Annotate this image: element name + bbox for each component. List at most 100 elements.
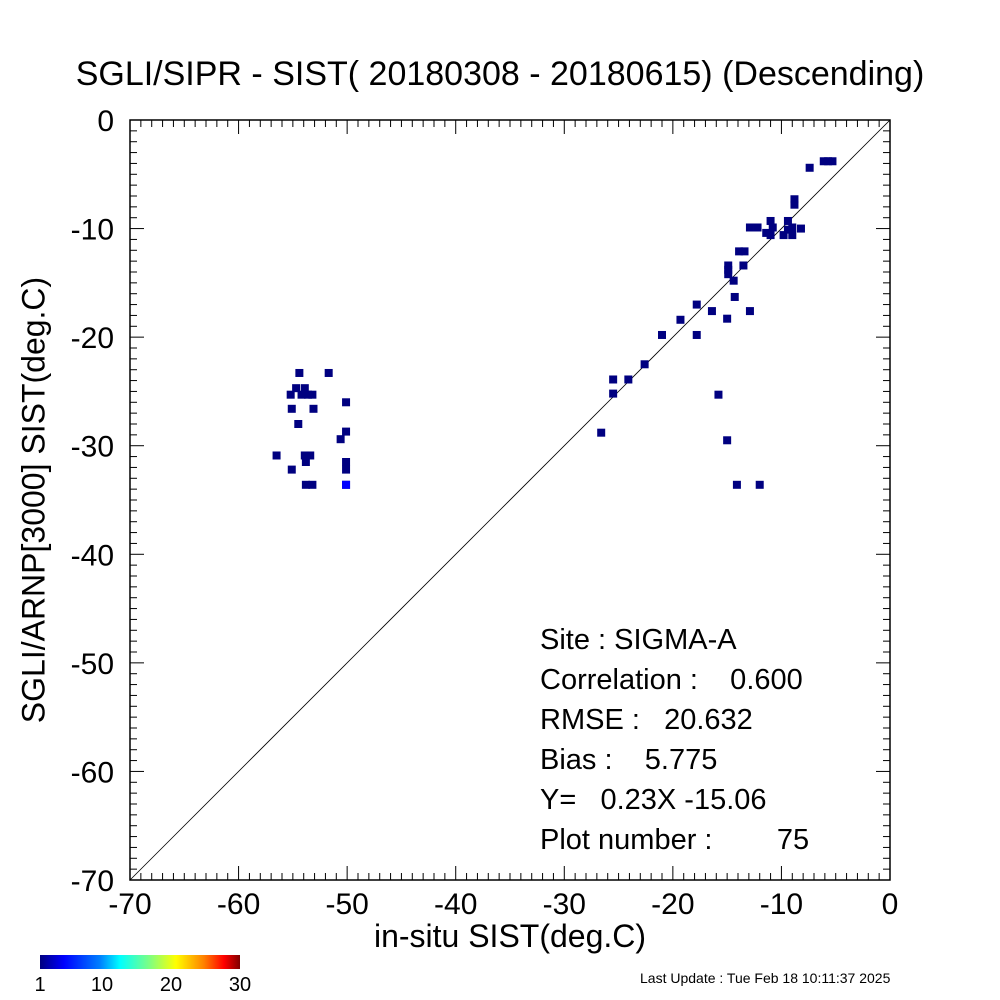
y-axis-label: SGLI/ARNP[3000] SIST(deg.C) bbox=[15, 276, 52, 724]
x-tick-label: -70 bbox=[108, 888, 151, 921]
data-point bbox=[762, 228, 771, 237]
colorbar-tick: 20 bbox=[159, 974, 183, 996]
data-point bbox=[755, 480, 764, 489]
x-tick-label: 0 bbox=[882, 888, 899, 921]
data-point bbox=[745, 223, 754, 232]
data-point bbox=[739, 261, 748, 270]
data-point bbox=[658, 330, 666, 339]
data-point bbox=[729, 276, 738, 285]
data-point bbox=[828, 157, 837, 166]
x-tick-label: -60 bbox=[217, 888, 260, 921]
data-point bbox=[692, 330, 701, 339]
data-point bbox=[707, 307, 716, 316]
colorbar bbox=[40, 955, 240, 969]
data-point bbox=[609, 375, 618, 384]
y-tick-label: -60 bbox=[71, 756, 114, 789]
data-point bbox=[300, 451, 309, 460]
data-point bbox=[732, 480, 741, 489]
plot-number-label: Plot number : 75 bbox=[540, 824, 810, 856]
data-point bbox=[766, 231, 775, 240]
data-point bbox=[788, 231, 797, 240]
data-point bbox=[692, 300, 701, 309]
data-point bbox=[300, 384, 309, 393]
data-point bbox=[287, 404, 296, 413]
y-tick-label: -20 bbox=[71, 322, 114, 355]
data-point bbox=[723, 314, 732, 323]
data-point bbox=[740, 247, 749, 256]
data-point bbox=[783, 216, 792, 225]
colorbar-ticks: 1 10 20 30 bbox=[34, 974, 251, 1000]
data-point bbox=[597, 428, 606, 437]
data-point bbox=[824, 157, 833, 166]
tick-labels: -70 -60 -50 -40 -30 -20 -10 0 -70 -60 -50 -40 -30 -20… bbox=[71, 105, 899, 921]
data-point bbox=[295, 368, 304, 377]
bias-label: Bias : 5.775 bbox=[540, 744, 718, 776]
data-point bbox=[723, 436, 732, 445]
y-tick-label: -50 bbox=[71, 648, 114, 681]
x-tick-label: -40 bbox=[434, 888, 477, 921]
x-tick-label: -30 bbox=[543, 888, 586, 921]
rmse-label: RMSE : 20.632 bbox=[540, 704, 753, 736]
data-point bbox=[788, 223, 797, 232]
y-tick-label: -70 bbox=[71, 865, 114, 898]
data-point bbox=[745, 307, 754, 316]
data-point bbox=[309, 404, 318, 413]
data-point bbox=[805, 163, 814, 172]
data-point bbox=[304, 390, 313, 399]
data-point bbox=[753, 223, 762, 232]
correlation-label: Correlation : 0.600 bbox=[540, 664, 803, 696]
data-point bbox=[624, 375, 633, 384]
data-point bbox=[766, 216, 775, 225]
data-point bbox=[796, 224, 805, 233]
y-tick-label: -40 bbox=[71, 539, 114, 572]
regression-equation: Y= 0.23X -15.06 bbox=[540, 784, 767, 816]
x-tick-label: -50 bbox=[325, 888, 368, 921]
data-point bbox=[714, 390, 723, 399]
data-point bbox=[676, 315, 685, 324]
axis-ticks bbox=[129, 119, 891, 881]
data-point bbox=[730, 292, 739, 301]
data-point bbox=[297, 390, 306, 399]
data-point bbox=[819, 157, 828, 166]
data-point bbox=[292, 384, 301, 393]
data-point bbox=[724, 261, 733, 270]
data-point-highlight bbox=[342, 480, 351, 489]
y-tick-label: -10 bbox=[71, 214, 114, 247]
site-label: Site : SIGMA-A bbox=[540, 624, 737, 656]
data-point bbox=[342, 427, 351, 436]
data-point bbox=[779, 231, 788, 240]
data-point bbox=[724, 265, 733, 274]
chart-title: SGLI/SIPR - SIST( 20180308 - 20180615) (… bbox=[75, 55, 925, 93]
data-point bbox=[336, 435, 345, 444]
x-axis-label: in-situ SIST(deg.C) bbox=[373, 918, 647, 954]
data-point bbox=[287, 465, 296, 474]
data-point bbox=[342, 465, 351, 474]
last-update-text: Last Update : Tue Feb 18 10:11:37 2025 bbox=[640, 970, 891, 986]
colorbar-tick: 10 bbox=[90, 974, 114, 996]
data-points bbox=[272, 157, 837, 489]
colorbar-tick: 30 bbox=[228, 974, 252, 996]
data-point bbox=[640, 360, 649, 369]
data-point bbox=[308, 480, 317, 489]
one-to-one-line bbox=[129, 119, 891, 881]
x-tick-label: -20 bbox=[651, 888, 694, 921]
data-point bbox=[735, 247, 744, 256]
data-point bbox=[342, 398, 351, 407]
y-tick-label: -30 bbox=[71, 431, 114, 464]
data-point bbox=[308, 390, 317, 399]
data-point bbox=[286, 390, 295, 399]
data-point bbox=[609, 389, 618, 398]
data-point bbox=[783, 225, 792, 234]
data-point bbox=[342, 458, 351, 466]
plot-frame bbox=[129, 119, 891, 881]
data-point bbox=[790, 200, 799, 209]
data-point bbox=[768, 223, 777, 232]
data-point bbox=[272, 451, 281, 460]
data-point bbox=[301, 458, 310, 466]
statistics-panel: Site : SIGMA-A Correlation : 0.600 RMSE … bbox=[540, 620, 809, 860]
data-point bbox=[324, 368, 333, 377]
x-tick-label: -10 bbox=[760, 888, 803, 921]
data-point bbox=[301, 480, 310, 489]
data-point bbox=[790, 195, 799, 204]
